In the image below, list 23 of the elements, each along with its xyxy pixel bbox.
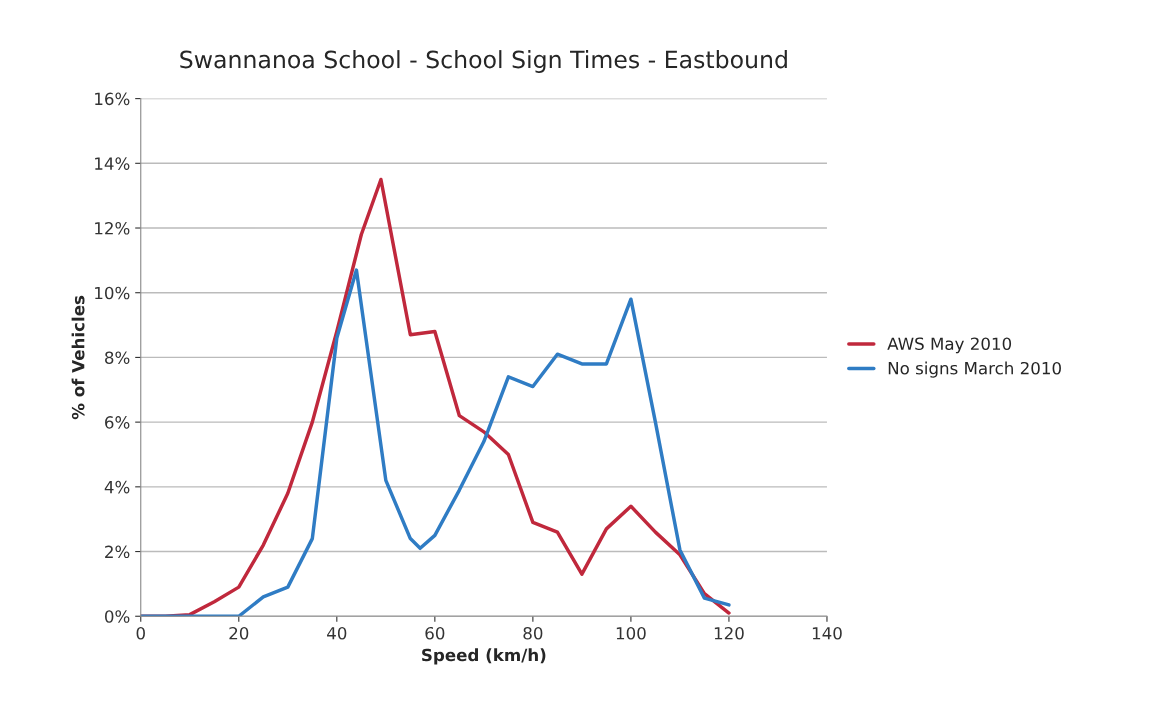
- x-tick-label: 80: [523, 626, 543, 640]
- y-tick-label: 4%: [104, 480, 130, 494]
- y-tick-label: 8%: [105, 351, 130, 364]
- y-tick-label: 2%: [105, 545, 130, 559]
- x-tick-label: 120: [714, 626, 744, 640]
- x-tick-label: 140: [812, 626, 842, 640]
- y-tick-label: 6%: [105, 416, 130, 429]
- y-tick-label: 12%: [95, 221, 130, 235]
- y-tick-label: 14%: [95, 157, 130, 170]
- x-tick-label: 60: [425, 626, 445, 640]
- x-tick-label: 0: [136, 626, 145, 640]
- x-axis-title: Speed (km/h): [422, 648, 546, 665]
- legend-label: No signs March 2010: [888, 361, 1061, 378]
- y-tick-label: 10%: [95, 286, 130, 300]
- x-tick-label: 20: [229, 626, 249, 640]
- y-tick-label: 0%: [105, 610, 130, 623]
- y-axis-title: % of Vehicles: [71, 295, 85, 420]
- x-tick-label: 100: [616, 626, 646, 640]
- legend-label: AWS May 2010: [887, 337, 1012, 354]
- chart-title: Swannanoa School - School Sign Times - Eastbound: [180, 50, 787, 73]
- y-tick-label: 16%: [95, 92, 130, 106]
- line-series: [140, 268, 731, 617]
- x-tick-label: 40: [327, 626, 347, 640]
